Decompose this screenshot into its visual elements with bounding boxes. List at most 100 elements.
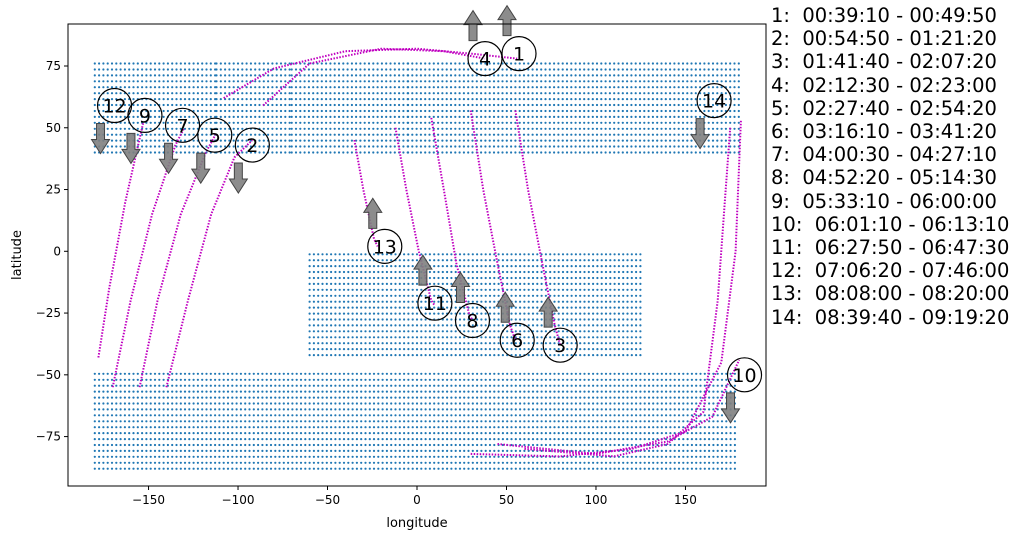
coverage-point: [411, 330, 414, 333]
coverage-point: [522, 145, 526, 148]
coverage-point: [454, 139, 457, 142]
coverage-point: [621, 98, 624, 101]
coverage-point: [518, 109, 521, 113]
coverage-point: [660, 68, 663, 71]
coverage-point: [626, 330, 629, 333]
coverage-point: [329, 86, 332, 89]
coverage-point: [192, 121, 195, 124]
coverage-point: [720, 92, 723, 95]
coverage-point: [441, 139, 444, 142]
coverage-point: [462, 115, 465, 118]
coverage-point: [553, 145, 556, 148]
coverage-point: [544, 438, 548, 441]
coverage-point: [592, 253, 595, 256]
coverage-point: [249, 68, 252, 71]
coverage-point: [389, 62, 392, 65]
coverage-point: [536, 259, 539, 262]
coverage-point: [271, 62, 274, 65]
coverage-point: [454, 103, 457, 107]
coverage-point: [579, 312, 582, 315]
coverage-point: [381, 282, 384, 285]
coverage-point: [403, 432, 406, 435]
coverage-point: [514, 324, 517, 327]
coverage-point: [175, 449, 178, 452]
coverage-point: [484, 103, 487, 107]
coverage-point: [398, 438, 401, 441]
coverage-point: [367, 109, 371, 113]
coverage-point: [235, 467, 238, 470]
coverage-point: [591, 139, 594, 142]
coverage-point: [476, 324, 479, 327]
coverage-point: [307, 68, 310, 71]
coverage-point: [437, 432, 440, 435]
coverage-point: [523, 432, 526, 435]
coverage-point: [254, 121, 257, 124]
coverage-point: [192, 432, 195, 435]
coverage-point: [411, 348, 414, 351]
coverage-point: [626, 324, 629, 327]
coverage-point: [367, 127, 371, 130]
coverage-point: [258, 151, 261, 154]
coverage-point: [570, 62, 573, 65]
coverage-point: [484, 294, 487, 297]
coverage-point: [420, 467, 423, 470]
coverage-point: [398, 312, 401, 315]
coverage-point: [639, 432, 642, 435]
coverage-point: [724, 103, 728, 107]
coverage-point: [128, 80, 131, 83]
coverage-point: [226, 455, 230, 458]
coverage-point: [458, 455, 462, 458]
coverage-point: [415, 288, 419, 291]
coverage-point: [294, 92, 298, 95]
coverage-point: [664, 103, 667, 107]
coverage-point: [102, 455, 105, 458]
coverage-point: [497, 115, 500, 118]
coverage-point: [583, 121, 586, 124]
coverage-point: [153, 139, 157, 142]
coverage-point: [136, 461, 139, 464]
coverage-point: [330, 342, 333, 345]
coverage-point: [531, 306, 535, 309]
coverage-point: [441, 92, 444, 95]
coverage-point: [394, 467, 397, 470]
coverage-point: [617, 324, 621, 327]
coverage-point: [162, 115, 165, 118]
coverage-point: [294, 127, 298, 130]
coverage-point: [106, 98, 109, 101]
coverage-point: [183, 62, 187, 65]
coverage-point: [411, 455, 414, 458]
coverage-point: [424, 151, 427, 154]
coverage-point: [245, 92, 248, 95]
coverage-point: [411, 98, 414, 101]
coverage-point: [317, 336, 320, 339]
coverage-point: [166, 455, 169, 458]
coverage-point: [604, 92, 607, 95]
coverage-point: [497, 80, 500, 83]
coverage-point: [484, 426, 487, 429]
coverage-point: [390, 443, 393, 447]
coverage-point: [342, 109, 345, 113]
coverage-point: [711, 92, 715, 95]
coverage-point: [282, 432, 285, 435]
coverage-point: [188, 133, 191, 136]
coverage-point: [162, 127, 165, 130]
coverage-point: [271, 139, 274, 142]
coverage-point: [531, 98, 534, 101]
coverage-point: [407, 300, 410, 303]
coverage-point: [432, 74, 435, 77]
coverage-point: [634, 133, 637, 136]
coverage-point: [686, 62, 689, 65]
coverage-point: [162, 133, 165, 136]
coverage-point: [196, 426, 199, 429]
coverage-point: [446, 300, 449, 303]
coverage-point: [424, 98, 427, 101]
coverage-point: [553, 354, 556, 357]
coverage-point: [304, 432, 307, 435]
coverage-point: [480, 336, 483, 339]
coverage-point: [219, 127, 222, 130]
coverage-point: [424, 306, 427, 309]
coverage-point: [608, 127, 612, 130]
coverage-point: [308, 324, 311, 327]
coverage-point: [275, 98, 278, 101]
coverage-point: [398, 294, 401, 297]
